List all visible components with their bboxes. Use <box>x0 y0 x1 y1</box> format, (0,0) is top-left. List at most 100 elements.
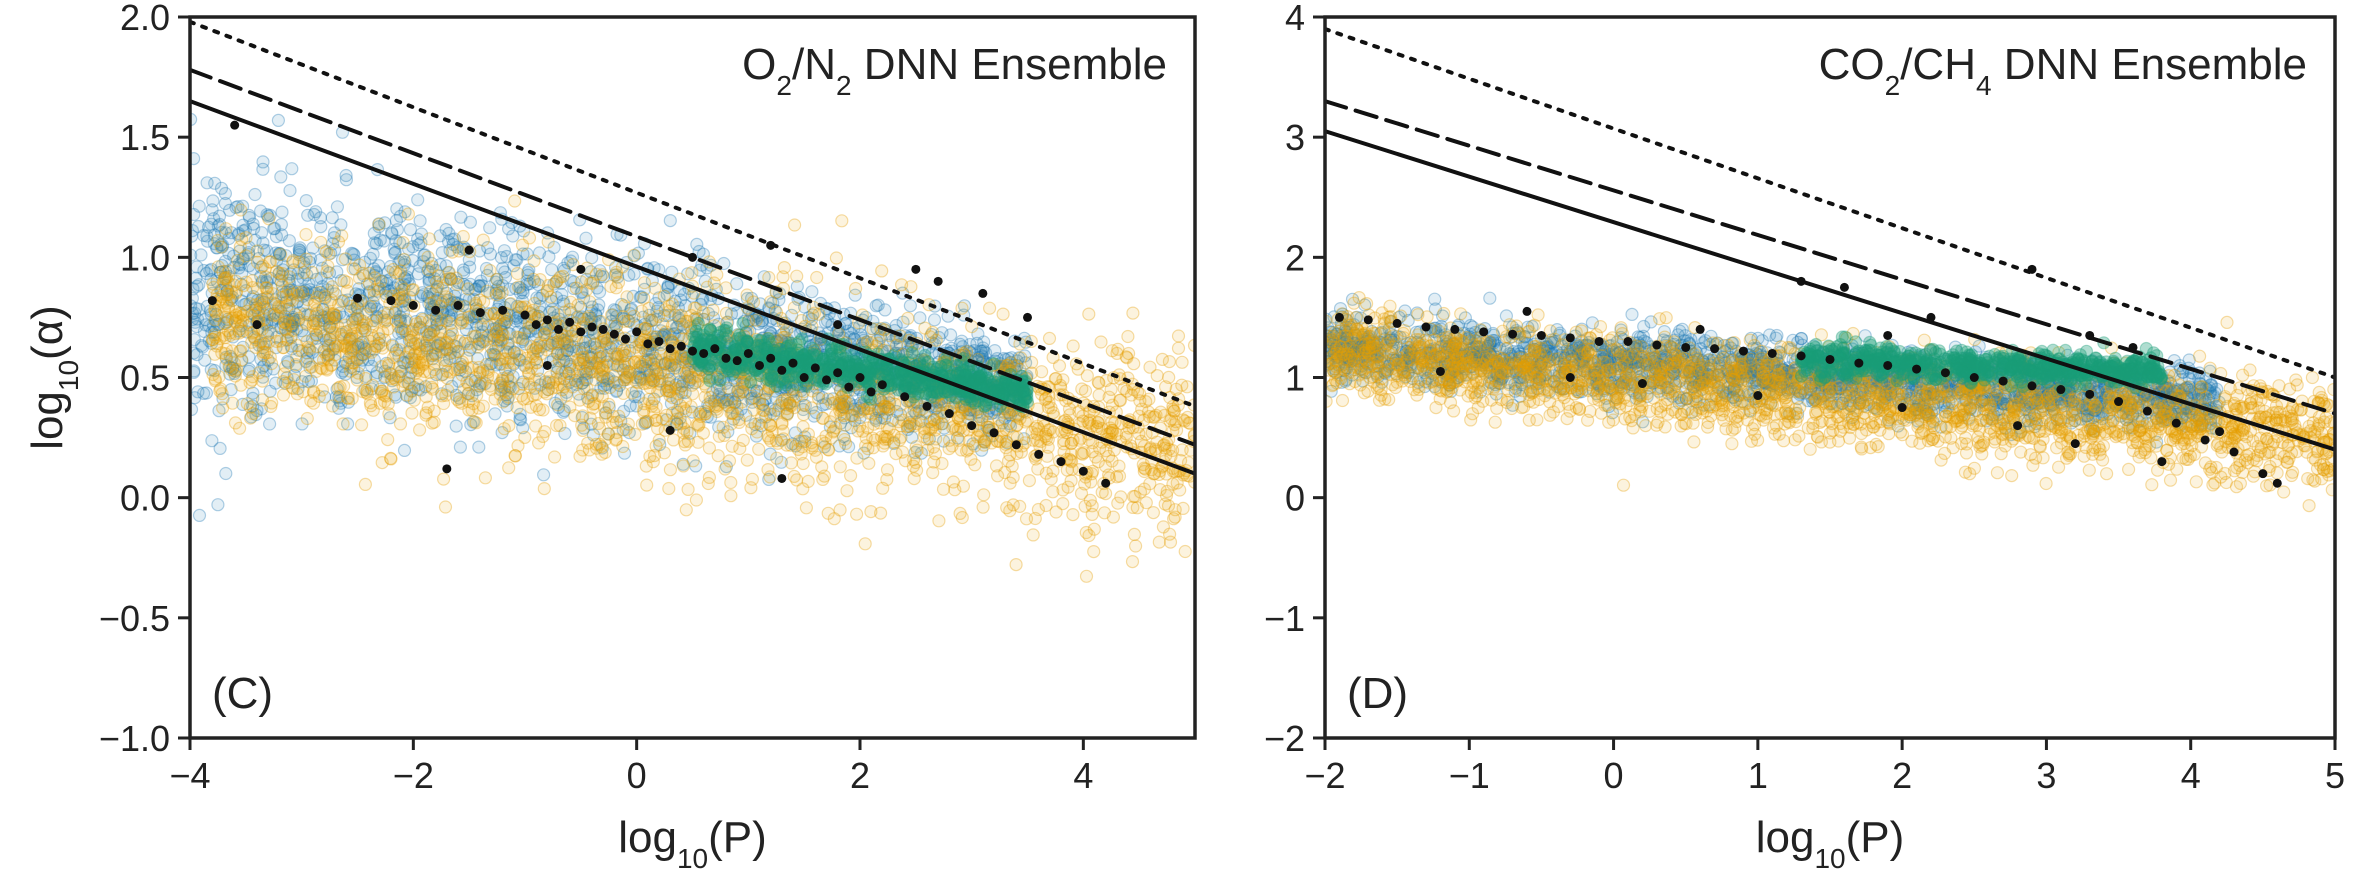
panel-c-orange-cloud-point <box>493 330 507 344</box>
panel-c-orange-cloud-point <box>663 463 678 477</box>
panel-c-blue-cloud-point <box>236 218 250 232</box>
panel-c-orange-cloud-point <box>633 356 647 370</box>
panel-c-orange-cloud-point <box>999 434 1013 448</box>
panel-c-orange-cloud-point <box>494 378 508 392</box>
panel-c-blue-cloud-point <box>394 364 408 379</box>
panel-c-orange-cloud-point <box>281 283 295 297</box>
panel-c-blue-cloud-point <box>369 237 383 251</box>
panel-c-orange-cloud-point <box>762 270 776 285</box>
panel-c-orange-cloud-point <box>423 285 437 299</box>
panel-c-blue-cloud-point <box>935 326 949 340</box>
panel-c-orange-cloud-point <box>282 270 297 284</box>
panel-c-orange-cloud-point <box>344 360 358 374</box>
panel-c-blue-cloud-point <box>458 365 473 379</box>
panel-c-blue-cloud-point <box>742 314 756 328</box>
panel-c-blue-cloud-point <box>209 307 223 321</box>
panel-c-orange-cloud-point <box>253 335 267 349</box>
panel-c-orange-cloud-point <box>1010 446 1024 461</box>
panel-c-orange-cloud-point <box>326 399 340 413</box>
panel-c-orange-cloud-point <box>315 383 329 397</box>
panel-c-blue-cloud-point <box>254 204 268 218</box>
panel-c-orange-cloud-point <box>642 301 656 315</box>
panel-c-blue-cloud-point <box>503 380 517 394</box>
panel-c-orange-cloud-point <box>557 380 571 394</box>
panel-c-blue-cloud-point <box>551 337 565 351</box>
panel-c-orange-cloud-point <box>617 314 631 328</box>
panel-c-blue-cloud-point <box>732 388 746 402</box>
panel-c-blue-cloud-point <box>595 441 609 455</box>
panel-c-blue-cloud-point <box>869 413 883 427</box>
panel-c-orange-cloud-point <box>795 434 809 448</box>
panel-c-orange-cloud-point <box>510 266 525 281</box>
panel-c-orange-cloud-point <box>571 298 585 312</box>
panel-c-blue-cloud-point <box>483 286 497 300</box>
panel-c-orange-cloud-point <box>761 463 775 477</box>
panel-c-blue-cloud-point <box>597 381 611 395</box>
panel-c-blue-cloud-point <box>678 351 693 365</box>
panel-c-blue-cloud-point <box>190 306 202 320</box>
panel-c-orange-cloud-point <box>837 432 852 447</box>
panel-c-orange-cloud-point <box>528 342 543 356</box>
panel-c-orange-cloud-point <box>550 398 565 412</box>
panel-c-blue-cloud-point <box>463 215 477 229</box>
panel-c-orange-cloud-point <box>514 331 529 345</box>
panel-c-orange-cloud-point <box>401 207 415 221</box>
panel-c-orange-cloud-point <box>292 311 306 325</box>
panel-c-orange-cloud-point <box>710 404 724 419</box>
panel-c-orange-cloud-point <box>744 481 758 495</box>
panel-c-orange-cloud-point <box>396 291 410 305</box>
panel-c-blue-cloud-point <box>449 285 463 299</box>
panel-c-orange-cloud-point <box>310 290 324 304</box>
panel-c-blue-cloud-point <box>366 314 380 328</box>
panel-c-orange-cloud-point <box>529 399 544 413</box>
panel-c-orange-cloud-point <box>1080 369 1094 383</box>
panel-c-blue-cloud-point <box>366 247 380 261</box>
panel-c-blue-cloud-point <box>869 411 883 425</box>
panel-c-orange-cloud-point <box>637 405 651 419</box>
panel-c-orange-cloud-point <box>255 393 270 407</box>
panel-c-orange-cloud-point <box>437 472 451 486</box>
panel-c-orange-cloud-point <box>868 404 882 418</box>
panel-c-orange-cloud-point <box>456 360 470 374</box>
panel-c-orange-cloud-point <box>583 365 597 379</box>
panel-c-blue-cloud-point <box>677 287 692 301</box>
panel-c-orange-cloud-point <box>1057 437 1071 451</box>
panel-c-blue-cloud-point <box>445 379 459 393</box>
panel-c-orange-cloud-point <box>502 419 516 433</box>
panel-c-orange-cloud-point <box>787 218 802 232</box>
panel-c-orange-cloud-point <box>236 324 250 338</box>
panel-c-orange-cloud-point <box>925 325 940 339</box>
panel-c-blue-cloud-point <box>236 199 250 213</box>
panel-c-blue-cloud-point <box>943 328 958 342</box>
panel-c-orange-cloud-point <box>331 381 345 395</box>
panel-c-orange-cloud-point <box>1126 306 1140 320</box>
panel-c-orange-cloud-point <box>227 356 241 370</box>
panel-c-orange-cloud-point <box>246 406 260 421</box>
panel-c-orange-cloud-point <box>586 397 600 411</box>
panel-c-orange-cloud-point <box>784 456 798 470</box>
panel-c-orange-cloud-point <box>478 471 492 485</box>
panel-c-orange-cloud-point <box>472 401 486 415</box>
panel-c-orange-cloud-point <box>1041 440 1055 454</box>
panel-c-blue-cloud-point <box>395 325 409 339</box>
panel-c-orange-cloud-point <box>1162 355 1177 369</box>
panel-c-blue-cloud-point <box>506 229 520 243</box>
panel-c-blue-cloud-point <box>592 298 606 312</box>
panel-c-orange-cloud-point <box>433 324 447 338</box>
panel-c-blue-cloud-point <box>275 205 289 219</box>
panel-c-orange-cloud-point <box>1103 421 1117 435</box>
panel-c-blue-cloud-point <box>893 408 908 422</box>
panel-c-orange-cloud-point <box>678 394 693 408</box>
panel-c-orange-cloud-point <box>1034 365 1049 379</box>
panel-c-orange-cloud-point <box>1133 485 1148 499</box>
panel-c-blue-cloud-point <box>274 170 288 184</box>
panel-c-blue-cloud-point <box>420 289 434 304</box>
panel-c-orange-cloud-point <box>286 255 300 269</box>
panel-c-orange-cloud-point <box>655 412 670 426</box>
panel-c-orange-cloud-point <box>702 441 717 455</box>
panel-c-orange-cloud-point <box>692 418 706 432</box>
panel-c-blue-cloud-point <box>432 339 446 353</box>
panel-c-orange-cloud-point <box>245 373 259 387</box>
panel-c-orange-cloud-point <box>609 281 623 295</box>
